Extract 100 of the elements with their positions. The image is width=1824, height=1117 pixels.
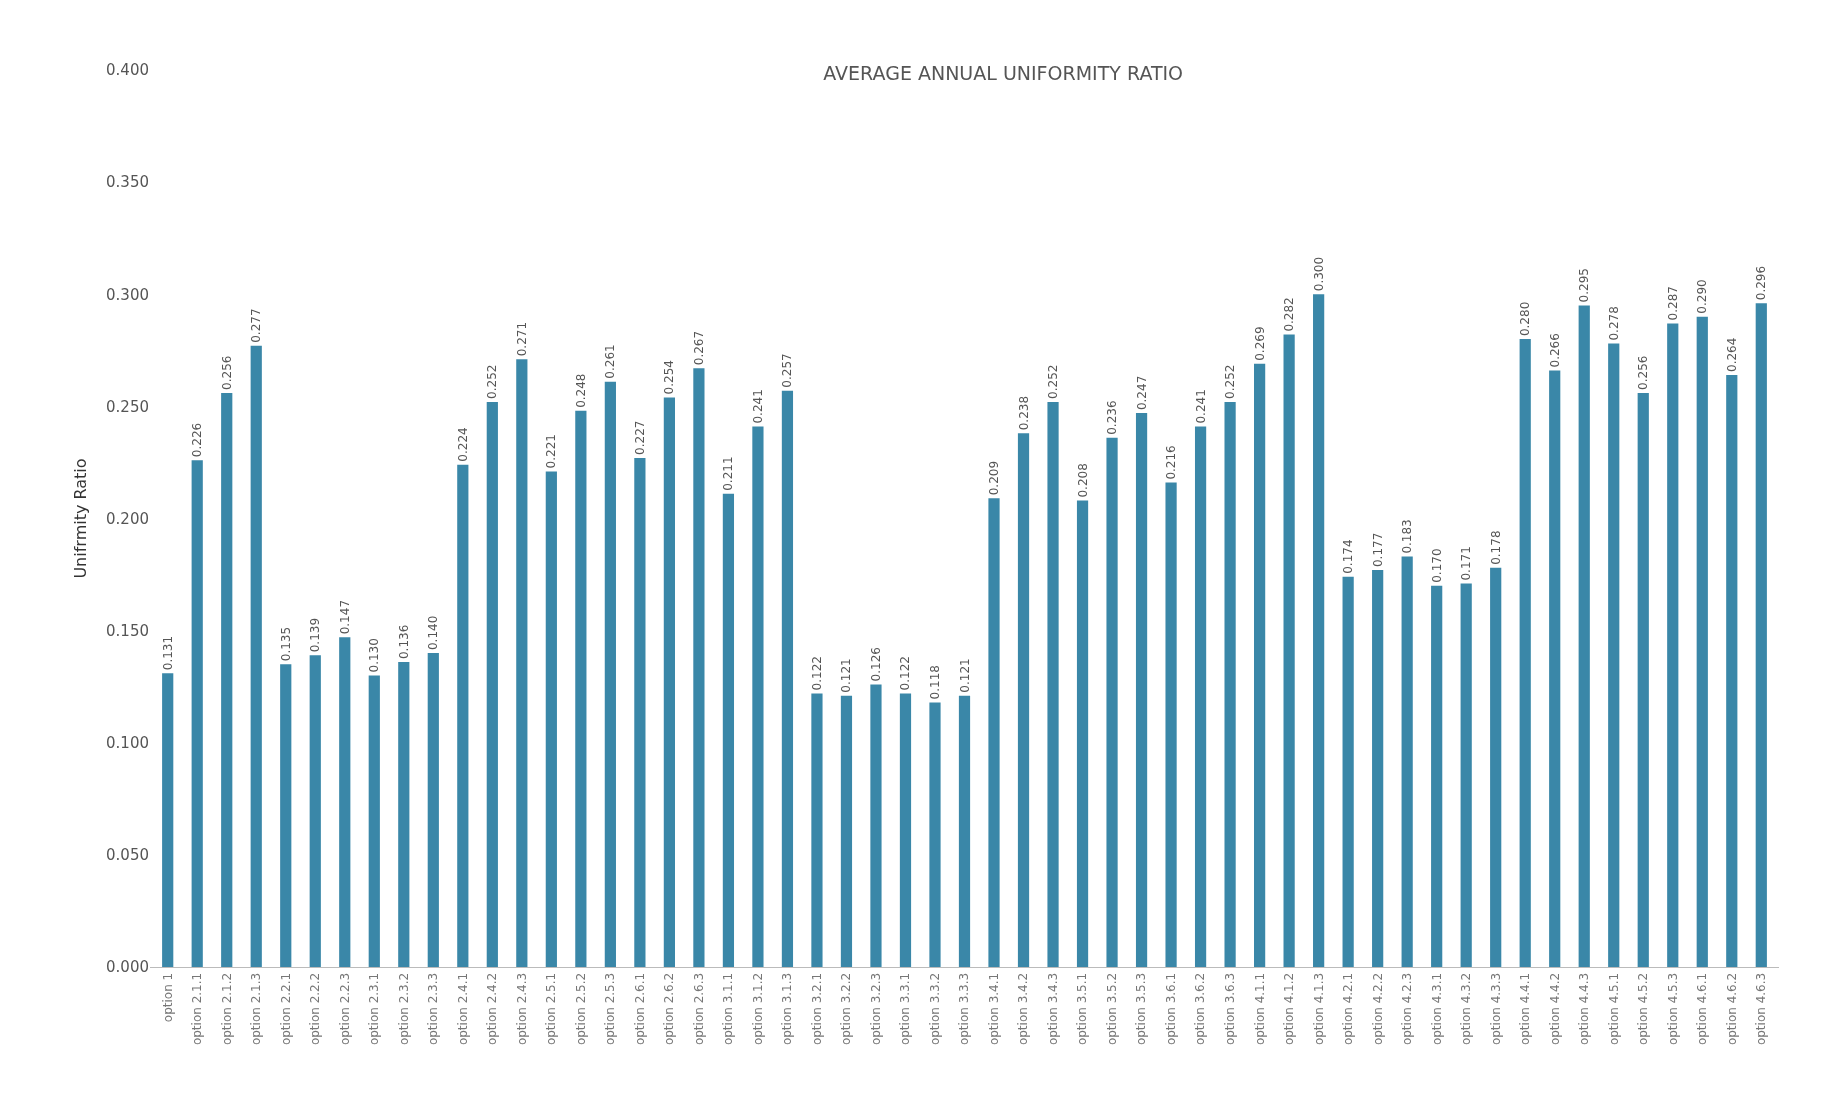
x-tick-label: option 4.5.3 xyxy=(1665,972,1680,1046)
data-label: 0.236 xyxy=(1105,400,1120,435)
x-tick-label: option 3.6.3 xyxy=(1223,972,1237,1046)
data-label: 0.256 xyxy=(1636,355,1651,390)
bar xyxy=(1342,576,1354,967)
y-tick-label: 0.400 xyxy=(106,61,149,80)
data-label: 0.264 xyxy=(1724,337,1739,372)
x-tick-label: option 3.2.1 xyxy=(809,972,824,1046)
data-label: 0.135 xyxy=(278,626,293,662)
x-tick-label: option 2.1.2 xyxy=(219,972,234,1046)
x-tick-label: option 3.6.1 xyxy=(1163,972,1178,1046)
bar xyxy=(1283,334,1295,967)
x-tick-label: option 4.6.3 xyxy=(1754,972,1769,1046)
data-label: 0.256 xyxy=(219,355,234,390)
bar xyxy=(958,695,971,967)
data-label: 0.130 xyxy=(367,638,382,673)
data-label: 0.252 xyxy=(485,364,500,399)
x-tick-label: option 4.3.2 xyxy=(1459,972,1474,1046)
data-label: 0.221 xyxy=(544,434,559,469)
bar xyxy=(663,397,675,967)
x-tick-label: option 3.2.3 xyxy=(868,972,883,1046)
data-label: 0.209 xyxy=(987,460,1002,496)
x-tick-label: option 3.2.2 xyxy=(839,972,854,1046)
data-label: 0.140 xyxy=(426,615,441,651)
x-tick-label: option 2.6.3 xyxy=(691,972,706,1046)
bar xyxy=(516,359,528,967)
bar xyxy=(1460,583,1472,967)
data-label: 0.171 xyxy=(1459,546,1474,581)
bar xyxy=(1755,303,1767,967)
x-tick-label: option 3.3.3 xyxy=(957,972,972,1046)
x-tick-label: option 3.1.1 xyxy=(721,972,736,1046)
x-tick-label: option 4.2.3 xyxy=(1400,972,1415,1046)
bar xyxy=(811,693,823,967)
x-tick-label: option 3.1.2 xyxy=(750,972,765,1046)
data-label: 0.241 xyxy=(750,389,765,424)
bar xyxy=(398,662,410,967)
x-tick-label: option 4.1.2 xyxy=(1282,972,1297,1046)
bar xyxy=(1194,426,1207,967)
data-label: 0.147 xyxy=(337,599,352,635)
data-label: 0.121 xyxy=(957,658,972,693)
x-tick-label: option 4.4.2 xyxy=(1547,972,1562,1046)
data-label: 0.269 xyxy=(1252,326,1267,361)
bar xyxy=(486,401,498,967)
x-tick-label: option 3.3.2 xyxy=(927,972,942,1046)
bar xyxy=(1490,567,1502,967)
x-tick-label: option 2.4.1 xyxy=(455,972,470,1046)
data-label: 0.252 xyxy=(1046,364,1061,399)
bar xyxy=(870,684,882,967)
x-tick-label: option 3.5.2 xyxy=(1104,972,1119,1046)
bar xyxy=(840,695,853,967)
x-tick-label: option 2.5.1 xyxy=(544,972,559,1046)
data-label: 0.266 xyxy=(1547,333,1562,368)
bar xyxy=(1667,323,1679,967)
x-tick-label: option 4.6.1 xyxy=(1695,972,1710,1046)
data-label: 0.122 xyxy=(809,656,824,691)
data-label: 0.248 xyxy=(573,373,588,408)
data-label: 0.183 xyxy=(1400,519,1415,554)
bar xyxy=(1401,556,1413,967)
data-label: 0.295 xyxy=(1577,268,1592,303)
bar xyxy=(752,426,764,967)
x-tick-label: option 4.2.1 xyxy=(1341,972,1356,1046)
x-tick-label: option 4.3.3 xyxy=(1488,972,1503,1046)
data-label: 0.257 xyxy=(780,353,795,388)
bar xyxy=(1135,413,1148,967)
x-tick-label: option 2.2.3 xyxy=(337,972,352,1046)
bar xyxy=(1608,343,1620,967)
data-label: 0.139 xyxy=(308,617,323,653)
x-tick-label: option 3.4.2 xyxy=(1016,972,1031,1046)
bar xyxy=(191,460,203,967)
bar xyxy=(309,655,321,967)
bar xyxy=(1549,370,1561,967)
x-tick-label: option 4.6.2 xyxy=(1724,972,1739,1046)
bar xyxy=(1224,401,1236,967)
bar xyxy=(368,675,380,967)
bar xyxy=(1726,374,1738,967)
data-label: 0.178 xyxy=(1488,530,1503,565)
bar xyxy=(722,493,735,967)
x-tick-label: option 3.4.1 xyxy=(986,972,1001,1046)
bar xyxy=(1431,585,1443,967)
data-label: 0.254 xyxy=(662,360,677,395)
bar xyxy=(1313,294,1325,967)
bar xyxy=(634,457,646,967)
y-tick-label: 0.100 xyxy=(106,734,149,752)
bar xyxy=(457,464,469,967)
bar xyxy=(1519,339,1531,967)
x-tick-label: option 1 xyxy=(160,972,175,1023)
y-tick-label: 0.050 xyxy=(106,846,149,865)
x-tick-label: option 2.1.1 xyxy=(190,972,205,1046)
bar xyxy=(545,471,557,967)
y-axis-title: Unifrmity Ratio xyxy=(70,458,90,579)
x-tick-label: option 2.5.2 xyxy=(573,972,588,1046)
y-tick-label: 0.350 xyxy=(106,173,149,192)
x-tick-label: option 3.4.3 xyxy=(1045,972,1060,1046)
y-tick-label: 0.250 xyxy=(106,397,149,416)
x-tick-label: option 4.4.1 xyxy=(1518,972,1533,1046)
data-label: 0.287 xyxy=(1665,286,1680,321)
data-label: 0.300 xyxy=(1311,256,1326,292)
bar xyxy=(221,392,233,967)
bar xyxy=(899,693,912,967)
data-label: 0.241 xyxy=(1193,389,1208,424)
